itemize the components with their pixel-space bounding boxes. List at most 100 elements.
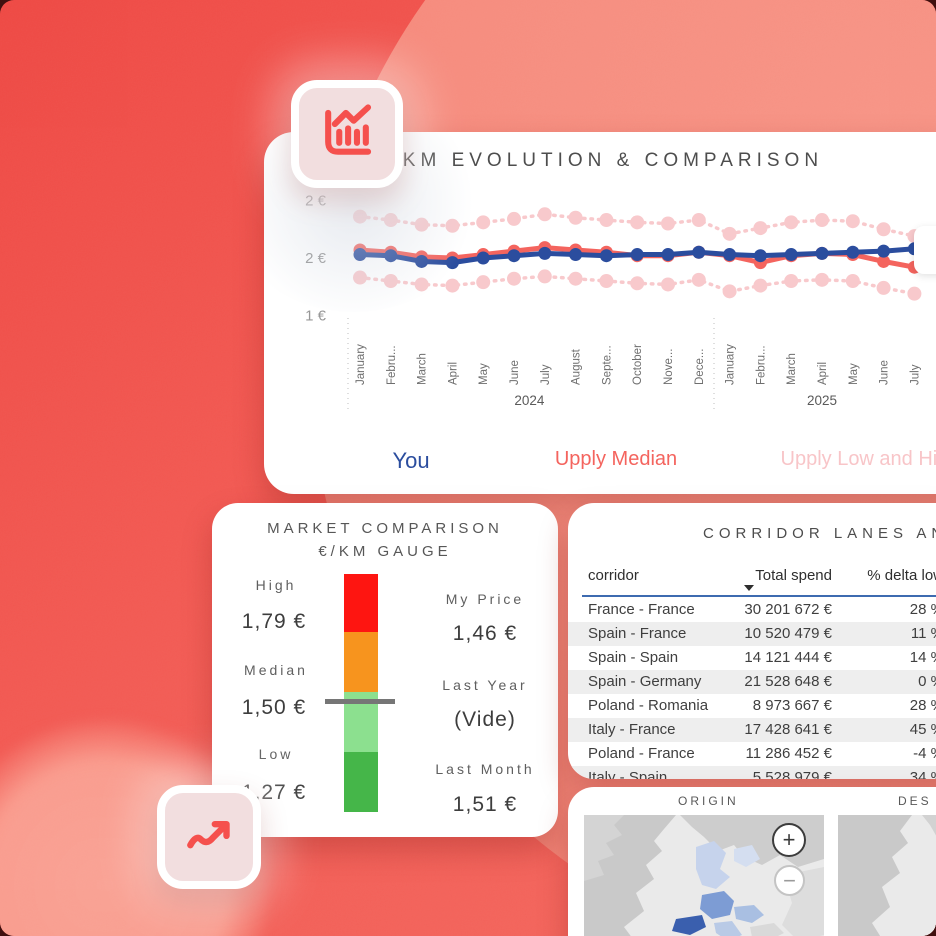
data-point-upply-low[interactable] (815, 272, 829, 287)
data-point-you[interactable] (599, 249, 613, 263)
origin-map[interactable]: + − (584, 815, 824, 936)
table-row[interactable]: Italy - Spain 5 528 979 € 34 % (568, 766, 936, 779)
zoom-out-button[interactable]: − (774, 865, 805, 896)
gauge-title-line1: MARKET COMPARISON (267, 520, 503, 537)
gauge-median-label: Median (244, 662, 308, 678)
data-point-upply-low[interactable] (599, 274, 614, 288)
cell-total-spend: 8 973 667 € (752, 697, 832, 714)
data-point-upply-high[interactable] (691, 213, 706, 228)
data-point-you[interactable] (877, 244, 891, 258)
data-point-upply-low[interactable] (537, 269, 552, 284)
sort-descending-icon[interactable] (744, 585, 754, 591)
data-point-you[interactable] (753, 249, 767, 263)
data-point-upply-high[interactable] (815, 213, 829, 228)
data-point-you[interactable] (815, 246, 829, 260)
data-point-you[interactable] (784, 248, 798, 262)
data-point-upply-low[interactable] (691, 272, 706, 287)
data-point-you[interactable] (630, 248, 644, 262)
data-point-upply-high[interactable] (722, 226, 737, 241)
data-point-upply-low[interactable] (784, 274, 799, 288)
data-point-upply-high[interactable] (537, 207, 552, 222)
gauge-segment-1 (344, 632, 378, 692)
table-row[interactable]: Poland - France 11 286 452 € -4 % (568, 742, 936, 766)
data-point-upply-high[interactable] (753, 221, 768, 236)
data-point-upply-low[interactable] (907, 286, 922, 301)
month-axis-label: March (417, 353, 429, 385)
data-point-you[interactable] (507, 249, 521, 263)
plus-icon: + (782, 827, 796, 852)
data-point-you[interactable] (569, 248, 583, 262)
cell-corridor: Spain - Germany (588, 673, 702, 690)
gauge-high-label: High (255, 577, 297, 593)
my-price-label: My Price (445, 591, 525, 607)
data-point-upply-low[interactable] (445, 278, 460, 293)
data-point-upply-low[interactable] (568, 271, 583, 286)
cell-corridor: Poland - Romania (588, 697, 709, 714)
data-point-upply-high[interactable] (599, 213, 614, 228)
month-axis-label: Septe... (601, 345, 613, 385)
origin-map-label: ORIGIN (678, 794, 739, 808)
table-row[interactable]: Spain - France 10 520 479 € 11 % (568, 622, 936, 646)
column-header-delta-low[interactable]: % delta low (867, 567, 936, 584)
month-axis-label: July (909, 364, 921, 385)
month-axis-label: Nove... (663, 349, 675, 385)
month-axis-label: June (509, 360, 521, 385)
cell-corridor: Italy - Spain (588, 769, 668, 779)
table-row[interactable]: Spain - Spain 14 121 444 € 14 % (568, 646, 936, 670)
month-axis-label: May (848, 363, 860, 385)
data-point-upply-high[interactable] (568, 210, 583, 225)
table-row[interactable]: Spain - Germany 21 528 648 € 0 % (568, 670, 936, 694)
data-point-upply-low[interactable] (630, 276, 645, 291)
data-point-you[interactable] (476, 251, 490, 265)
gauge-high-value: 1,79 € (241, 610, 307, 633)
data-point-you[interactable] (661, 248, 675, 262)
gauge-title-line2: €/KM GAUGE (318, 543, 452, 560)
cell-corridor: Spain - France (588, 625, 687, 642)
column-header-total-spend[interactable]: Total spend (755, 567, 832, 584)
data-point-upply-low[interactable] (753, 278, 768, 293)
destination-map[interactable] (838, 815, 936, 936)
legend-item-you[interactable]: You (392, 448, 429, 474)
gauge-segment-0 (344, 574, 378, 632)
legend-item-upply-median[interactable]: Upply Median (555, 448, 677, 471)
year-axis-label: 2025 (807, 393, 837, 408)
legend-label: Upply Median (554, 448, 678, 470)
gauge-bar (344, 574, 378, 812)
data-point-upply-median[interactable] (877, 254, 891, 268)
data-point-upply-low[interactable] (507, 271, 521, 286)
table-row[interactable]: Poland - Romania 8 973 667 € 28 % (568, 694, 936, 718)
cell-total-spend: 21 528 648 € (744, 673, 832, 690)
data-point-you[interactable] (692, 245, 706, 259)
data-point-upply-high[interactable] (661, 216, 675, 231)
cell-total-spend: 14 121 444 € (744, 649, 832, 666)
data-point-upply-high[interactable] (876, 222, 891, 237)
data-point-upply-low[interactable] (476, 275, 491, 290)
corridor-card: CORRIDOR LANES ANA corridor Total spend … (568, 503, 936, 779)
trend-tile (157, 785, 261, 889)
table-row[interactable]: France - France 30 201 672 € 28 % (568, 598, 936, 622)
data-point-you[interactable] (538, 246, 552, 260)
data-point-you[interactable] (846, 245, 860, 259)
data-point-upply-low[interactable] (876, 280, 891, 295)
zoom-in-button[interactable]: + (772, 823, 806, 857)
data-point-upply-high[interactable] (507, 211, 521, 226)
month-axis-label: July (540, 364, 552, 385)
month-axis-label: January (725, 344, 737, 385)
data-point-you[interactable] (723, 248, 737, 262)
cell-delta-low: 0 % (918, 673, 936, 690)
data-point-upply-low[interactable] (845, 274, 860, 288)
table-body: France - France 30 201 672 € 28 % Spain - F… (568, 598, 936, 779)
legend-item-upply-low-high[interactable]: Upply Low and High (781, 448, 936, 471)
year-axis-label: 2024 (514, 393, 545, 408)
data-point-upply-high[interactable] (845, 214, 860, 229)
data-point-upply-low[interactable] (661, 277, 675, 292)
destination-map-label: DES (898, 794, 932, 808)
cell-delta-low: 34 % (909, 769, 936, 779)
table-row[interactable]: Italy - France 17 428 641 € 45 % (568, 718, 936, 742)
column-header-corridor[interactable]: corridor (588, 567, 639, 584)
data-point-upply-low[interactable] (722, 284, 737, 299)
gauge-card: MARKET COMPARISON €/KM GAUGE High 1,79 €… (212, 503, 558, 837)
data-point-upply-high[interactable] (630, 215, 645, 230)
y-axis-tick-label: 1 € (305, 308, 327, 325)
data-point-upply-high[interactable] (784, 215, 799, 230)
